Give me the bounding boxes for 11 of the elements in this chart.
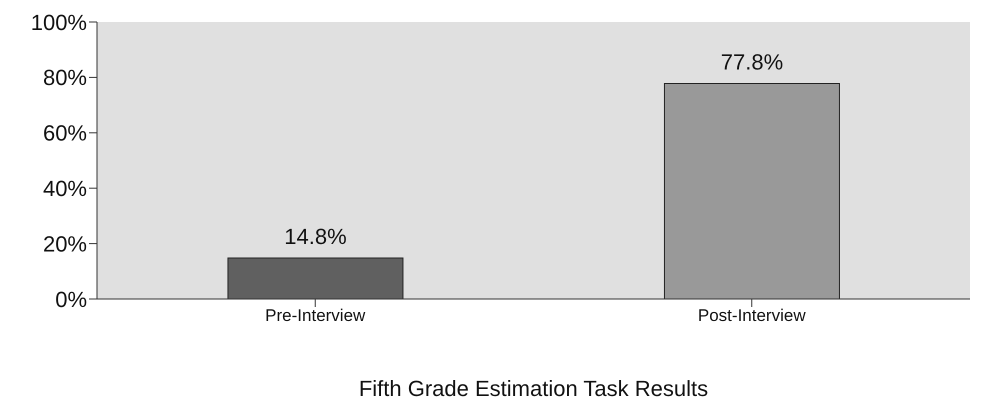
x-axis-title: Fifth Grade Estimation Task Results bbox=[358, 376, 708, 401]
data-label: 14.8% bbox=[284, 224, 347, 250]
x-tick-label: Post-Interview bbox=[698, 306, 806, 326]
x-tick-label: Pre-Interview bbox=[265, 306, 366, 326]
y-tick-label: 80% bbox=[42, 65, 87, 90]
y-tick-label: 100% bbox=[30, 10, 87, 35]
y-tick-label: 40% bbox=[42, 176, 87, 202]
data-label: 77.8% bbox=[720, 49, 784, 74]
y-tick-label: 20% bbox=[42, 231, 87, 256]
y-tick-label: 60% bbox=[42, 120, 87, 146]
y-tick-label: 0% bbox=[55, 286, 87, 312]
